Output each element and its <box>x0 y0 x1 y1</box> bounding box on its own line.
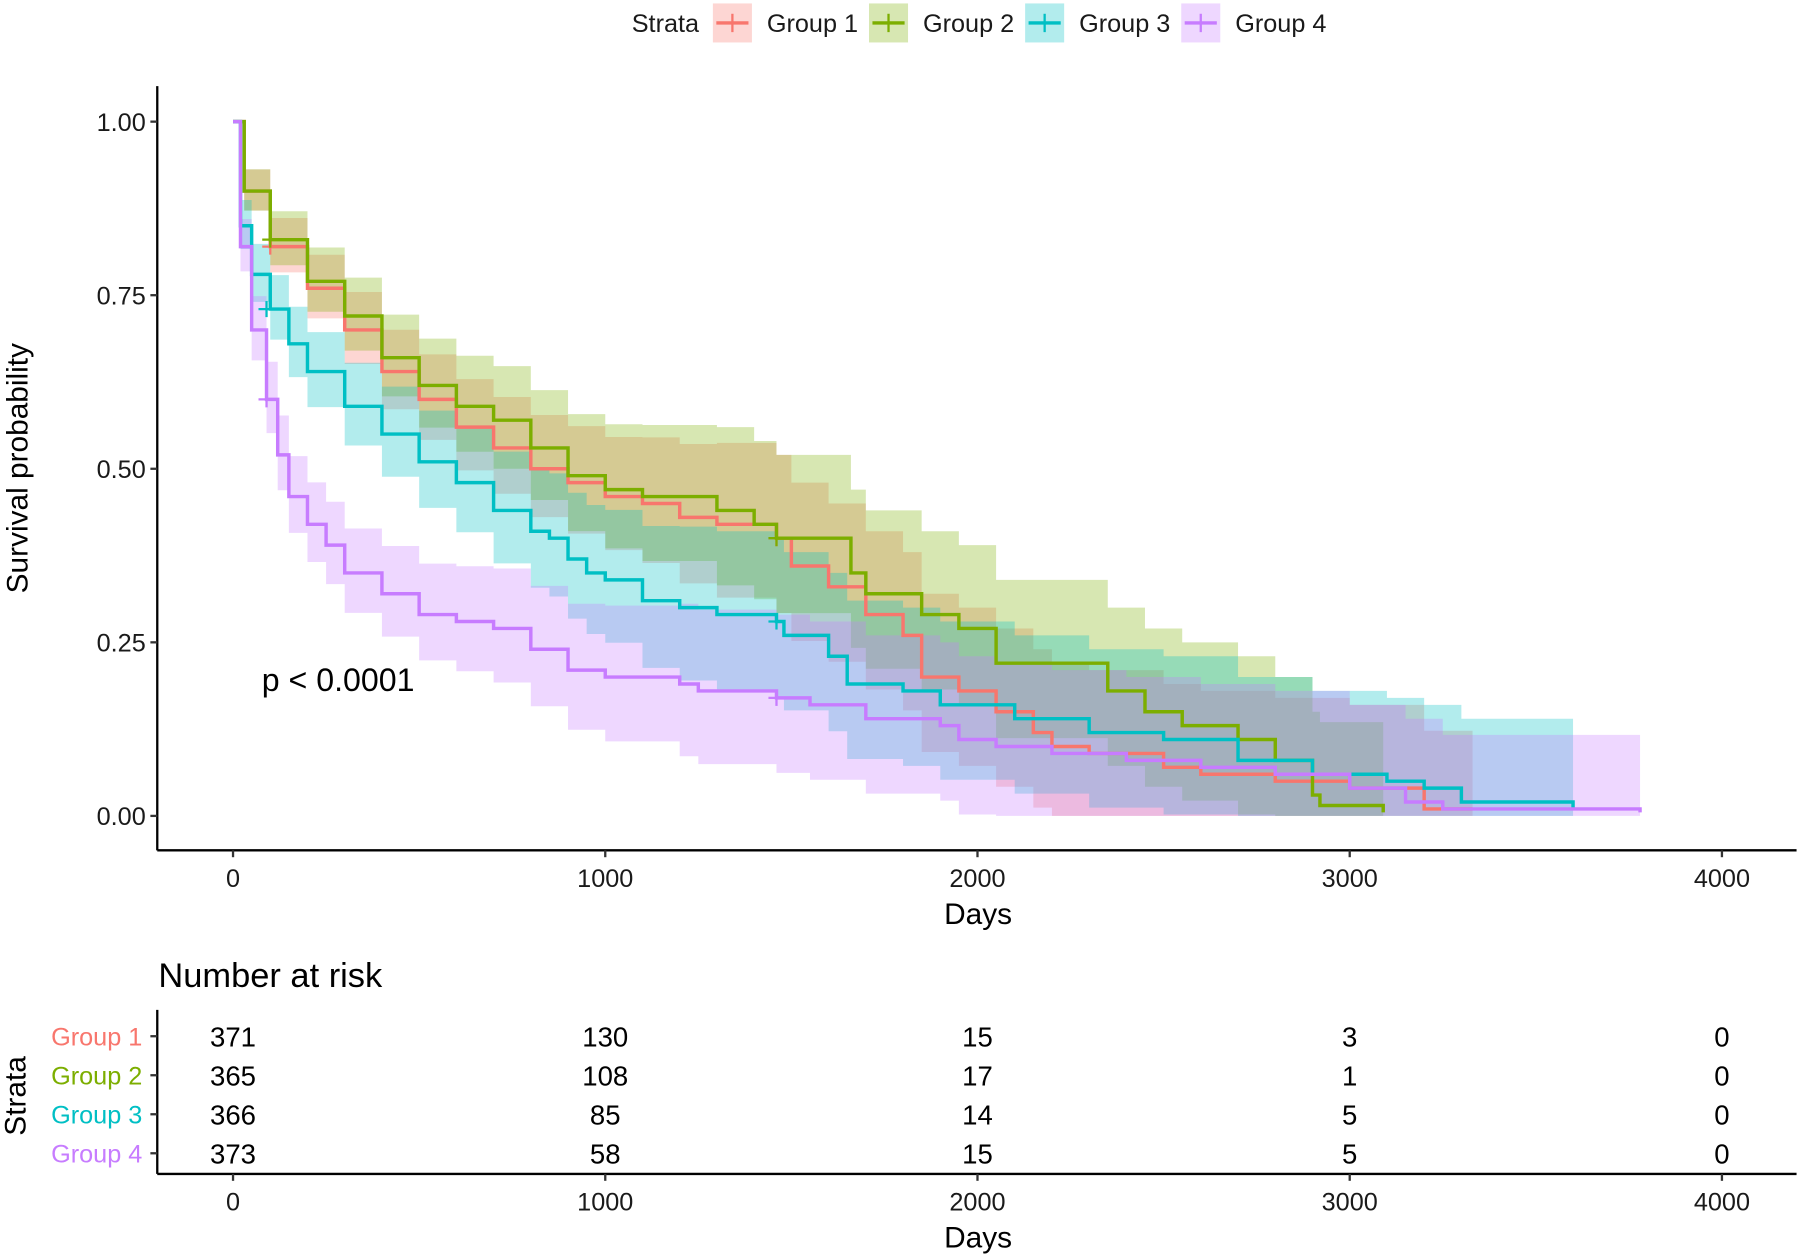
risk-row-label: Group 3 <box>51 1101 142 1129</box>
risk-value: 371 <box>210 1022 256 1053</box>
risk-x-tick-label: 2000 <box>949 1189 1005 1217</box>
risk-y-axis-label: Strata <box>0 1056 32 1136</box>
risk-x-tick-label: 1000 <box>577 1189 633 1217</box>
p-value-annotation: p < 0.0001 <box>262 662 415 698</box>
risk-x-tick-label: 4000 <box>1694 1189 1750 1217</box>
survival-curve-group-4 <box>233 119 1642 813</box>
legend: Strata Group 1 Group 2 Group 3 Group 4 <box>632 3 1326 43</box>
x-axis-label: Days <box>944 898 1012 931</box>
y-tick-label: 0.50 <box>97 456 146 484</box>
x-tick-label: 1000 <box>577 865 633 893</box>
risk-value: 15 <box>962 1139 993 1170</box>
ci-band-group-1 <box>233 121 1473 816</box>
risk-value: 5 <box>1342 1100 1357 1131</box>
risk-value: 0 <box>1714 1100 1729 1131</box>
x-tick-label: 0 <box>226 865 240 893</box>
ci-band-group-4 <box>233 121 1641 816</box>
main-axes: Survival probability Days p < 0.0001 0.0… <box>2 86 1797 931</box>
y-tick-label: 0.75 <box>97 282 146 310</box>
risk-value: 14 <box>962 1100 993 1131</box>
survival-curve-group-3 <box>233 119 1575 809</box>
risk-x-tick-label: 0 <box>226 1189 240 1217</box>
risk-value: 0 <box>1714 1022 1729 1053</box>
risk-value: 130 <box>582 1022 628 1053</box>
x-tick-label: 3000 <box>1322 865 1378 893</box>
risk-value: 15 <box>962 1022 993 1053</box>
ci-band-group-2 <box>233 121 1384 816</box>
risk-value: 3 <box>1342 1022 1357 1053</box>
x-tick-label: 2000 <box>949 865 1005 893</box>
risk-value: 373 <box>210 1139 256 1170</box>
y-tick-label: 1.00 <box>97 109 146 137</box>
risk-value: 0 <box>1714 1061 1729 1092</box>
risk-value: 1 <box>1342 1061 1357 1092</box>
ci-band-group-3 <box>233 121 1574 816</box>
confidence-bands <box>233 121 1641 816</box>
legend-label: Group 1 <box>767 10 858 38</box>
x-tick-label: 4000 <box>1694 865 1750 893</box>
risk-row-label: Group 4 <box>51 1140 142 1168</box>
risk-value: 365 <box>210 1061 256 1092</box>
y-tick-label: 0.25 <box>97 630 146 658</box>
risk-value: 58 <box>590 1139 621 1170</box>
risk-row-label: Group 1 <box>51 1023 142 1051</box>
legend-label: Group 4 <box>1235 10 1326 38</box>
survival-curves <box>233 119 1642 813</box>
risk-value: 0 <box>1714 1139 1729 1170</box>
y-tick-label: 0.00 <box>97 803 146 831</box>
risk-row-label: Group 2 <box>51 1062 142 1090</box>
risk-value: 17 <box>962 1061 993 1092</box>
risk-table: Number at risk Strata Days Group 1 371 130… <box>0 957 1797 1254</box>
legend-title: Strata <box>632 10 700 38</box>
y-axis-label: Survival probability <box>2 343 35 593</box>
risk-x-tick-label: 3000 <box>1322 1189 1378 1217</box>
risk-x-axis-label: Days <box>944 1221 1012 1254</box>
legend-label: Group 2 <box>923 10 1014 38</box>
risk-value: 366 <box>210 1100 256 1131</box>
risk-value: 5 <box>1342 1139 1357 1170</box>
risk-value: 108 <box>582 1061 628 1092</box>
legend-label: Group 3 <box>1079 10 1170 38</box>
risk-table-title: Number at risk <box>158 957 383 995</box>
risk-value: 85 <box>590 1100 621 1131</box>
